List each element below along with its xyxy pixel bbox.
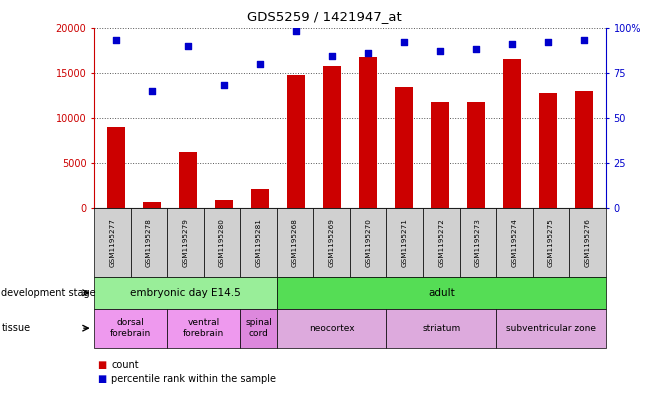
Point — [255, 61, 265, 67]
Bar — [323, 66, 341, 208]
Text: GSM1195270: GSM1195270 — [365, 218, 371, 267]
Text: GDS5259 / 1421947_at: GDS5259 / 1421947_at — [247, 10, 401, 23]
Text: GSM1195274: GSM1195274 — [511, 218, 518, 267]
Point — [110, 37, 121, 43]
Text: GSM1195273: GSM1195273 — [475, 218, 481, 267]
Bar — [287, 75, 305, 208]
Bar — [106, 127, 124, 208]
Bar — [214, 200, 233, 208]
Point — [543, 39, 553, 45]
Text: percentile rank within the sample: percentile rank within the sample — [111, 374, 277, 384]
Text: ■: ■ — [97, 360, 106, 371]
Point — [146, 88, 157, 94]
Text: GSM1195269: GSM1195269 — [329, 218, 334, 267]
Text: GSM1195276: GSM1195276 — [584, 218, 590, 267]
Text: spinal
cord: spinal cord — [245, 318, 272, 338]
Text: neocortex: neocortex — [309, 324, 354, 332]
Text: GSM1195268: GSM1195268 — [292, 218, 298, 267]
Text: ventral
forebrain: ventral forebrain — [183, 318, 224, 338]
Point — [399, 39, 409, 45]
Bar — [431, 102, 449, 208]
Bar — [179, 152, 197, 208]
Text: adult: adult — [428, 288, 455, 298]
Point — [579, 37, 590, 43]
Bar — [503, 59, 521, 208]
Point — [218, 82, 229, 88]
Point — [507, 40, 517, 47]
Text: subventricular zone: subventricular zone — [506, 324, 596, 332]
Bar — [575, 91, 594, 208]
Text: GSM1195275: GSM1195275 — [548, 218, 554, 267]
Text: GSM1195272: GSM1195272 — [438, 218, 445, 267]
Point — [435, 48, 445, 54]
Bar — [251, 189, 269, 208]
Point — [291, 28, 301, 34]
Point — [363, 50, 373, 56]
Point — [183, 42, 193, 49]
Text: tissue: tissue — [1, 323, 30, 333]
Text: embryonic day E14.5: embryonic day E14.5 — [130, 288, 241, 298]
Text: development stage: development stage — [1, 288, 96, 298]
Text: GSM1195280: GSM1195280 — [219, 218, 225, 267]
Bar — [467, 102, 485, 208]
Text: ■: ■ — [97, 374, 106, 384]
Text: GSM1195278: GSM1195278 — [146, 218, 152, 267]
Text: count: count — [111, 360, 139, 371]
Text: GSM1195281: GSM1195281 — [255, 218, 262, 267]
Text: dorsal
forebrain: dorsal forebrain — [110, 318, 151, 338]
Text: striatum: striatum — [422, 324, 461, 332]
Point — [327, 53, 337, 60]
Bar — [395, 87, 413, 208]
Bar — [539, 93, 557, 208]
Bar — [143, 202, 161, 208]
Text: GSM1195279: GSM1195279 — [182, 218, 189, 267]
Bar — [359, 57, 377, 208]
Point — [471, 46, 481, 52]
Text: GSM1195277: GSM1195277 — [110, 218, 115, 267]
Text: GSM1195271: GSM1195271 — [402, 218, 408, 267]
